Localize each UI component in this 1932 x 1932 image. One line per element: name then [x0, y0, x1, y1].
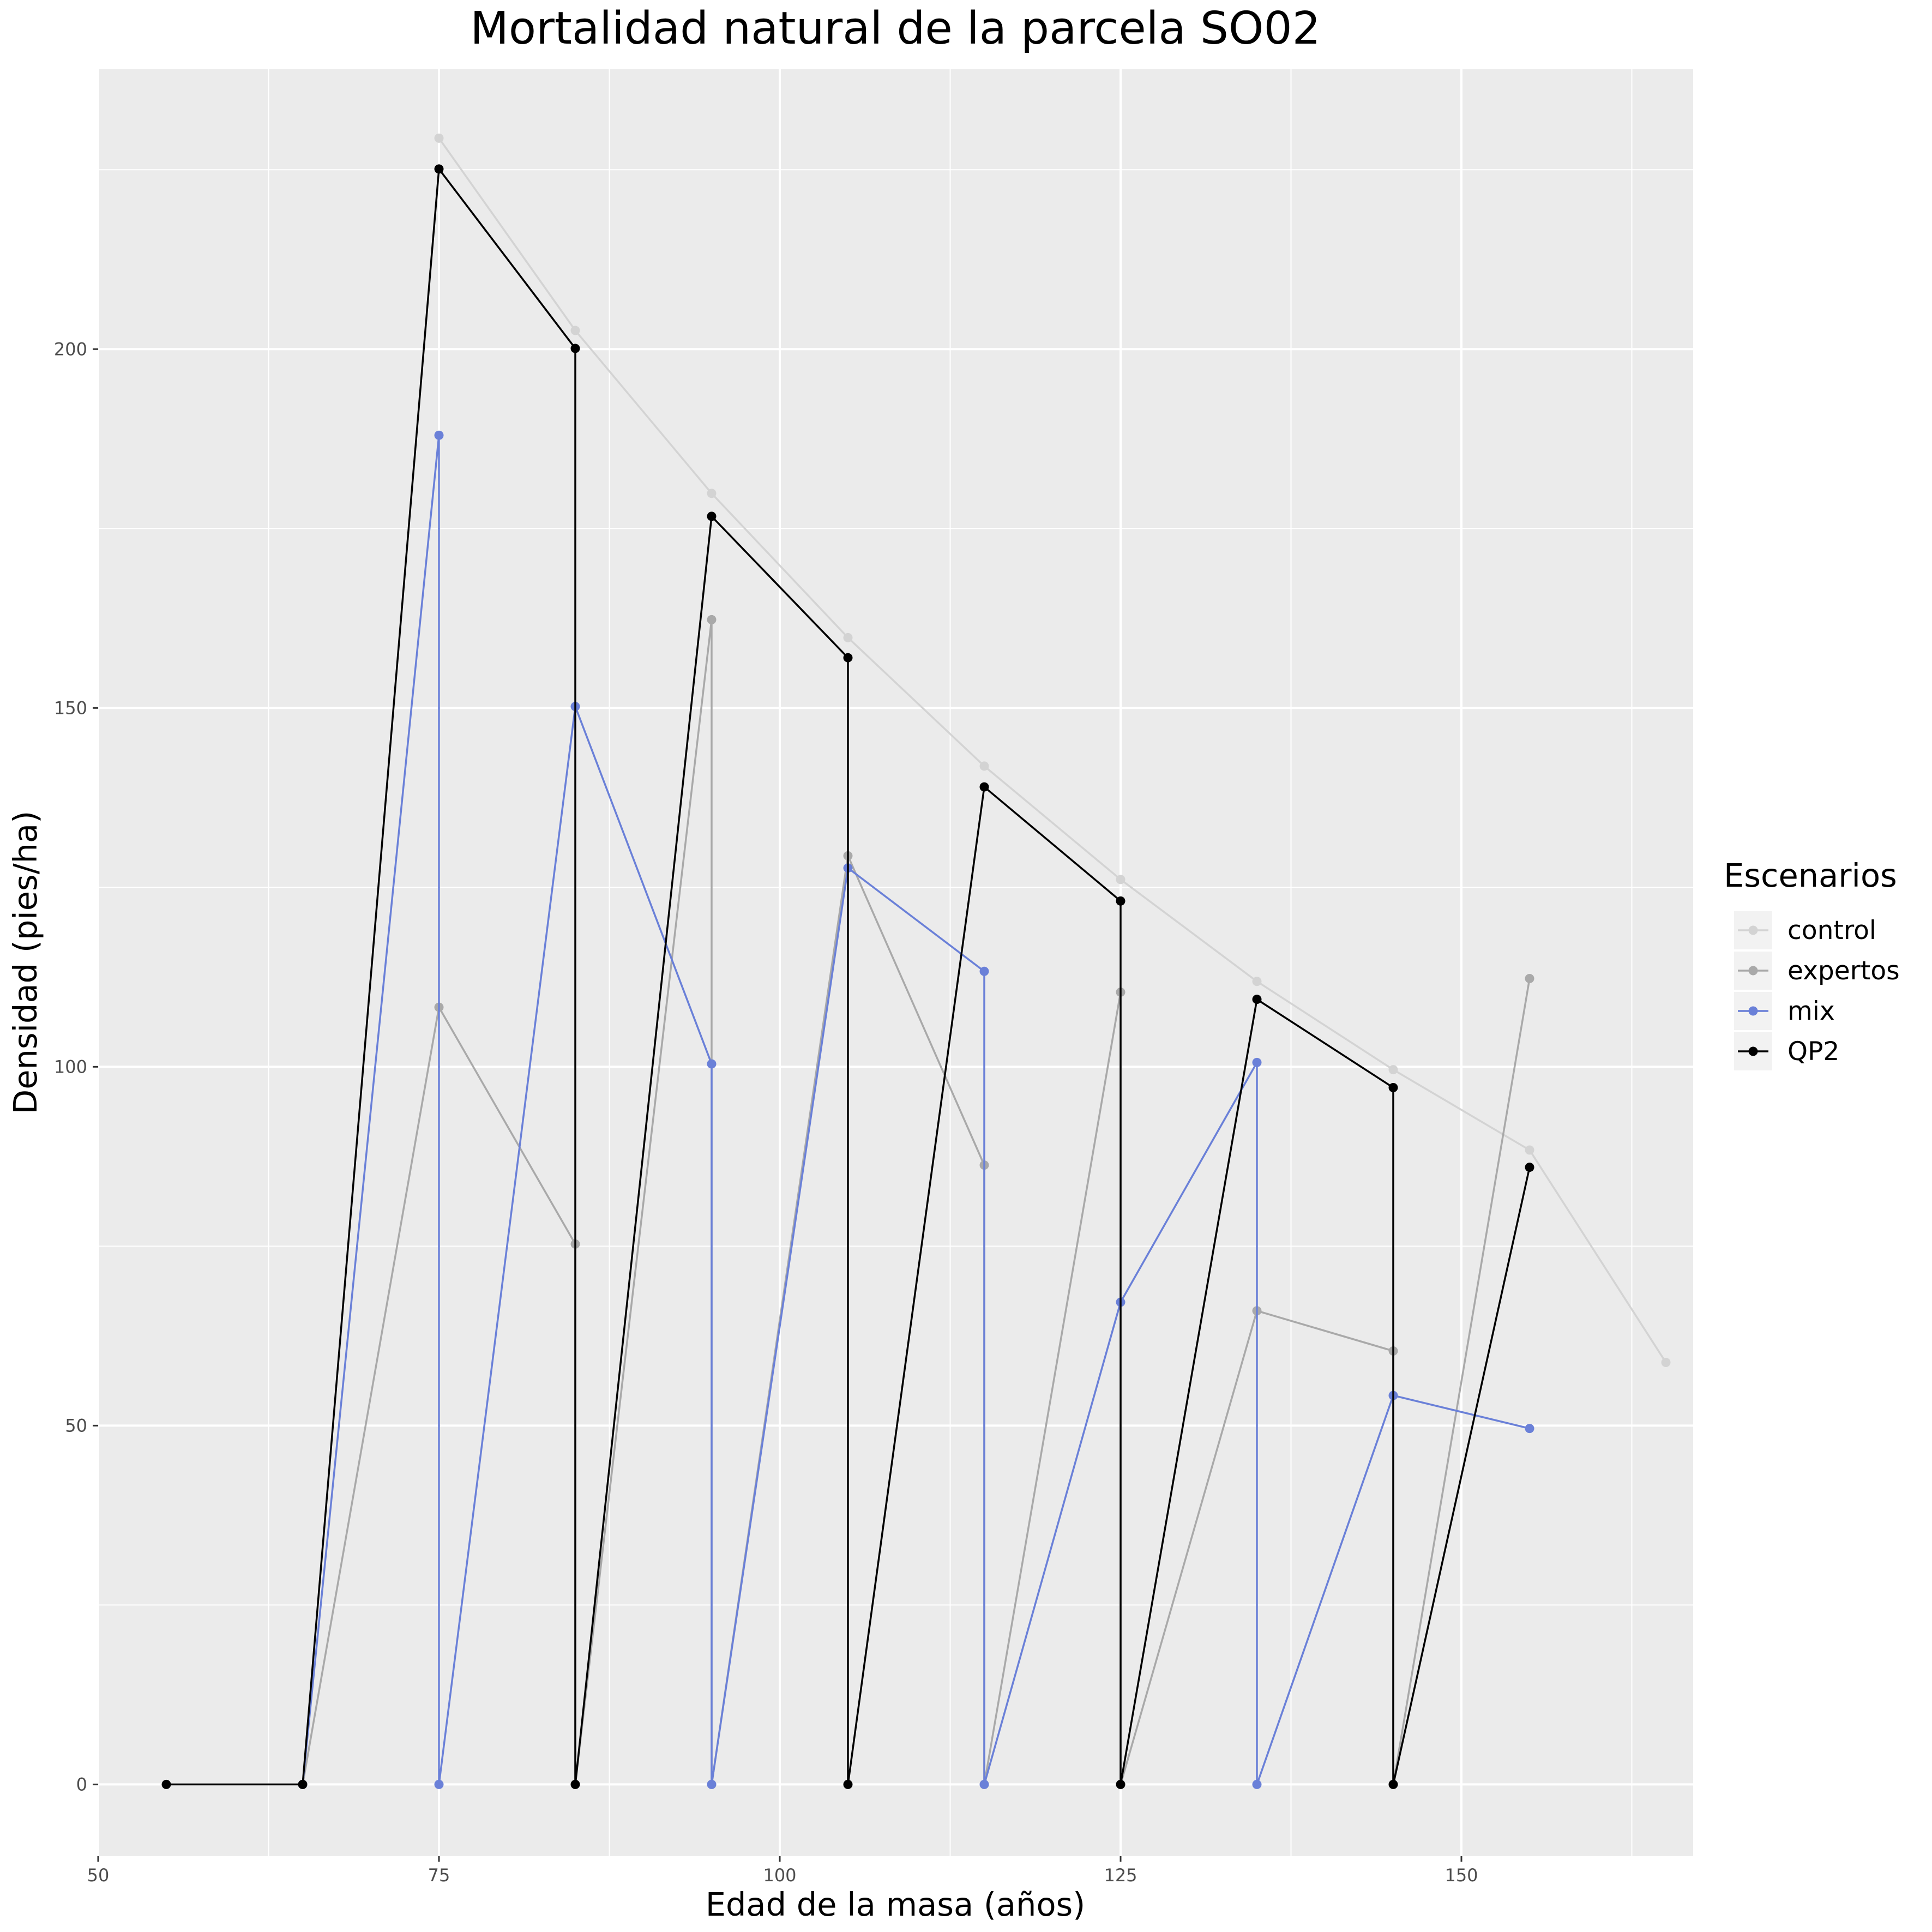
legend-item-control: control [1734, 911, 1876, 949]
data-point-mix [707, 1059, 717, 1069]
data-point-qp2 [570, 344, 580, 353]
data-point-control [570, 326, 580, 335]
data-point-qp2 [843, 653, 853, 663]
data-point-mix [1252, 1779, 1262, 1789]
data-point-expertos [1525, 973, 1534, 983]
legend-key-point [1748, 1046, 1758, 1056]
series-line-control [438, 137, 1667, 1363]
data-point-control [707, 489, 717, 498]
x-tick-label: 75 [428, 1865, 450, 1886]
y-axis-title: Densidad (pies/ha) [7, 811, 44, 1114]
data-point-mix [434, 1779, 444, 1789]
legend-title: Escenarios [1724, 857, 1897, 894]
data-point-control [1252, 977, 1262, 986]
series-line-mix [302, 434, 1530, 1786]
y-tick-label: 200 [54, 339, 87, 359]
chart-title: Mortalidad natural de la parcela SO02 [470, 3, 1321, 55]
data-point-qp2 [161, 1779, 171, 1789]
data-point-qp2 [1525, 1163, 1534, 1172]
data-point-qp2 [1116, 1779, 1126, 1789]
x-tick-label: 150 [1445, 1865, 1478, 1886]
x-axis-title: Edad de la masa (años) [706, 1886, 1086, 1923]
y-tick-label: 150 [54, 697, 87, 718]
legend-item-qp2: QP2 [1734, 1032, 1839, 1070]
data-point-qp2 [843, 1779, 853, 1789]
data-point-qp2 [298, 1779, 308, 1789]
legend-label: QP2 [1787, 1037, 1839, 1067]
data-point-qp2 [434, 164, 444, 174]
x-tick-label: 50 [87, 1865, 110, 1886]
series-mix [298, 430, 1534, 1789]
data-point-qp2 [1116, 896, 1126, 906]
legend-key-point [1748, 925, 1758, 935]
data-point-qp2 [707, 511, 717, 521]
series-qp2 [161, 164, 1534, 1789]
legend-label: control [1787, 916, 1876, 946]
legend-key-point [1748, 1006, 1758, 1016]
data-point-control [434, 133, 444, 143]
data-point-control [1388, 1065, 1398, 1075]
axes: 50 75 100 125 150 0 50 100 150 200 [54, 339, 1478, 1886]
data-point-qp2 [1388, 1779, 1398, 1789]
data-point-control [979, 761, 989, 771]
x-tick-label: 125 [1104, 1865, 1137, 1886]
data-point-control [843, 633, 853, 642]
data-point-qp2 [570, 1779, 580, 1789]
data-point-mix [1525, 1424, 1534, 1434]
legend-label: expertos [1787, 956, 1900, 986]
data-point-mix [707, 1779, 717, 1789]
data-point-qp2 [979, 782, 989, 792]
x-tick-label: 100 [763, 1865, 796, 1886]
data-point-mix [434, 430, 444, 440]
data-series [161, 133, 1671, 1789]
legend-key-point [1748, 966, 1758, 976]
data-point-qp2 [1388, 1082, 1398, 1092]
data-point-qp2 [1252, 995, 1262, 1004]
data-point-control [1116, 875, 1126, 884]
y-tick-label: 100 [54, 1056, 87, 1077]
data-point-mix [1252, 1057, 1262, 1067]
data-point-control [1661, 1358, 1671, 1368]
legend: Escenarios control expertos mix QP2 [1724, 857, 1900, 1070]
legend-item-expertos: expertos [1734, 952, 1900, 990]
y-tick-label: 0 [76, 1774, 87, 1795]
legend-label: mix [1787, 996, 1835, 1026]
legend-item-mix: mix [1734, 992, 1835, 1030]
data-point-control [1525, 1145, 1534, 1155]
y-tick-label: 50 [65, 1415, 87, 1436]
data-point-mix [979, 966, 989, 976]
data-point-mix [979, 1779, 989, 1789]
data-point-expertos [707, 615, 717, 624]
series-control [434, 133, 1671, 1368]
